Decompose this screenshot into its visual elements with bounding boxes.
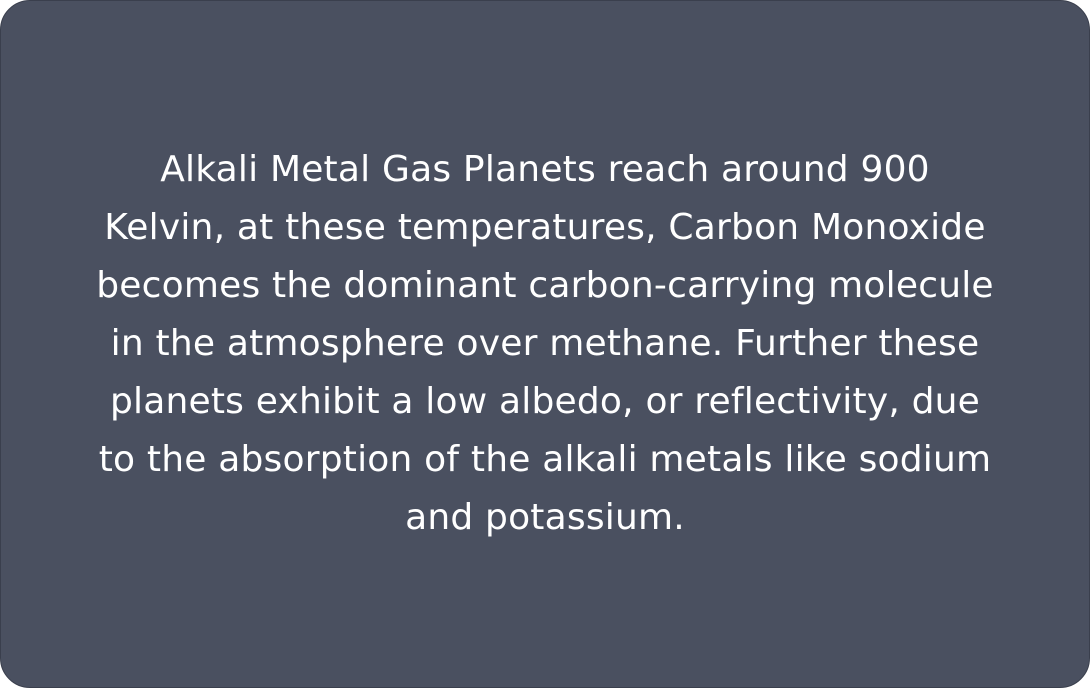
card-description: Alkali Metal Gas Planets reach around 90… — [96, 149, 994, 538]
